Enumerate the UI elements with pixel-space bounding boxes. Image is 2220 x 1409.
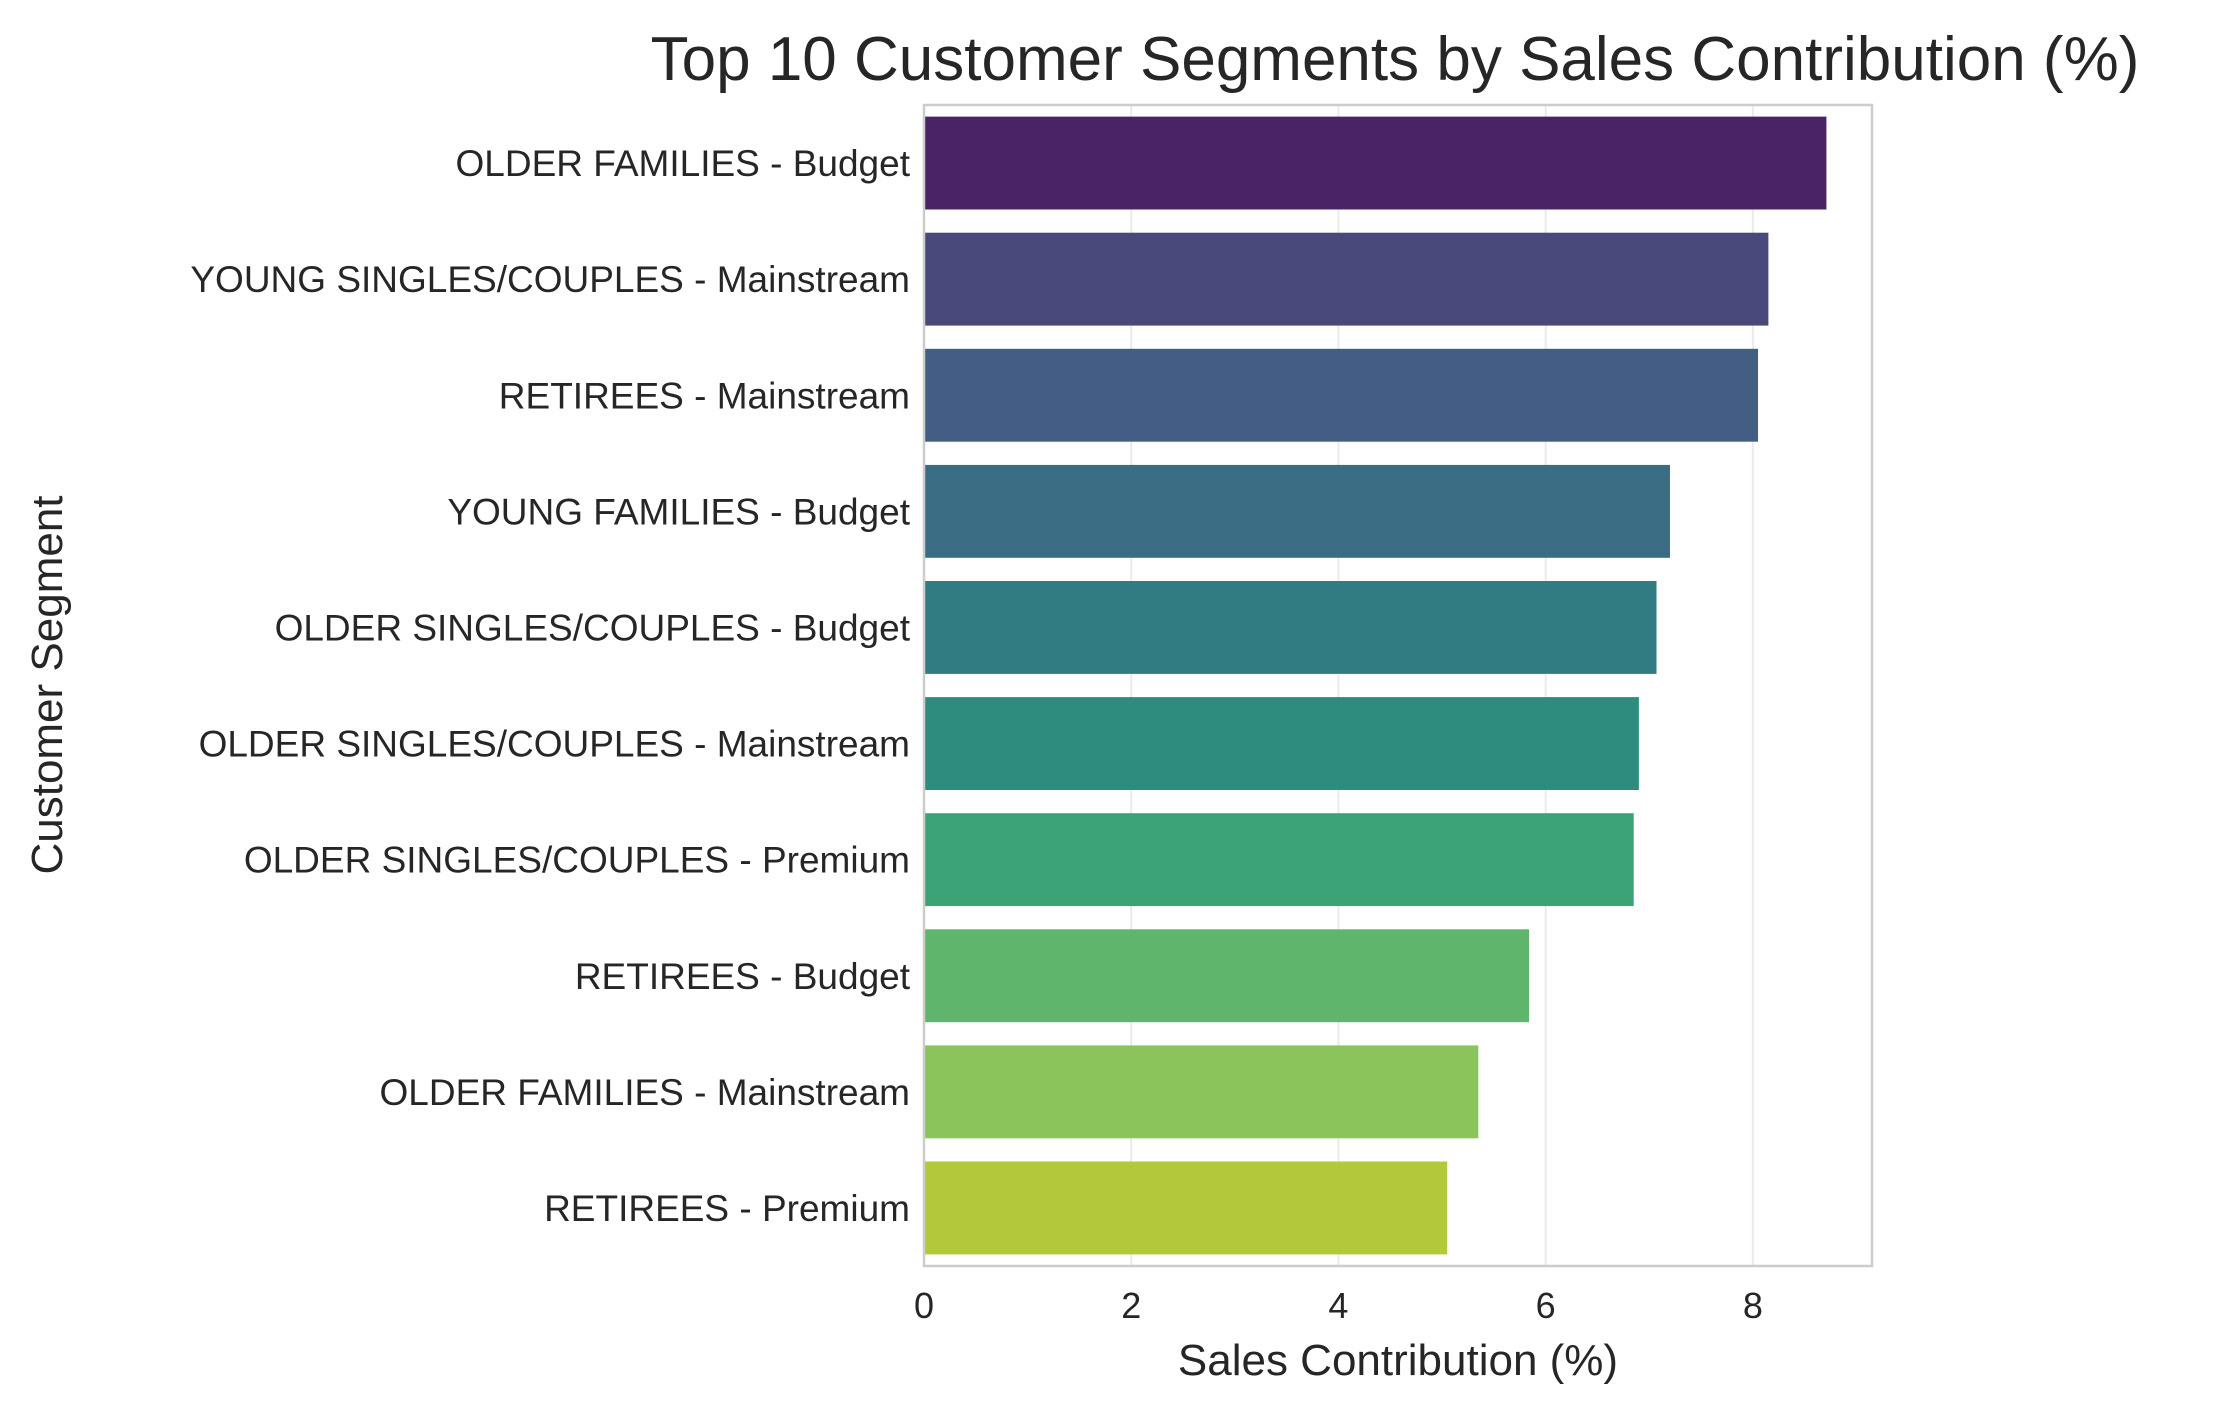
bar (924, 929, 1529, 1022)
bar (924, 813, 1634, 906)
bar-layer (924, 117, 1826, 1255)
x-tick-label: 4 (1328, 1285, 1348, 1326)
y-tick-label: YOUNG FAMILIES - Budget (447, 491, 910, 532)
chart-title: Top 10 Customer Segments by Sales Contri… (651, 25, 2140, 94)
bar (924, 697, 1639, 790)
x-tick-label: 8 (1743, 1285, 1763, 1326)
bar (924, 1162, 1447, 1255)
y-tick-label: RETIREES - Budget (575, 956, 911, 997)
y-tick-label: RETIREES - Premium (544, 1188, 910, 1229)
bar (924, 465, 1670, 558)
bar (924, 233, 1768, 326)
x-tick-label: 6 (1536, 1285, 1556, 1326)
y-tick-labels: OLDER FAMILIES - Budget YOUNG SINGLES/COU… (190, 143, 910, 1229)
bar (924, 349, 1758, 442)
x-tick-label: 0 (914, 1285, 934, 1326)
x-tick-label: 2 (1121, 1285, 1141, 1326)
y-tick-label: OLDER FAMILIES - Budget (456, 143, 911, 184)
bar (924, 581, 1656, 674)
y-tick-label: OLDER SINGLES/COUPLES - Mainstream (199, 724, 910, 765)
y-axis-label: Customer Segment (23, 495, 72, 874)
y-tick-label: OLDER SINGLES/COUPLES - Budget (275, 607, 911, 648)
x-tick-labels: 0 2 4 6 8 (914, 1285, 1763, 1326)
y-tick-label: OLDER SINGLES/COUPLES - Premium (244, 840, 910, 881)
y-tick-label: YOUNG SINGLES/COUPLES - Mainstream (190, 259, 910, 300)
bar (924, 1045, 1478, 1138)
y-tick-label: RETIREES - Mainstream (499, 375, 910, 416)
y-tick-label: OLDER FAMILIES - Mainstream (380, 1072, 910, 1113)
x-axis-label: Sales Contribution (%) (1178, 1336, 1618, 1385)
bar (924, 117, 1826, 210)
